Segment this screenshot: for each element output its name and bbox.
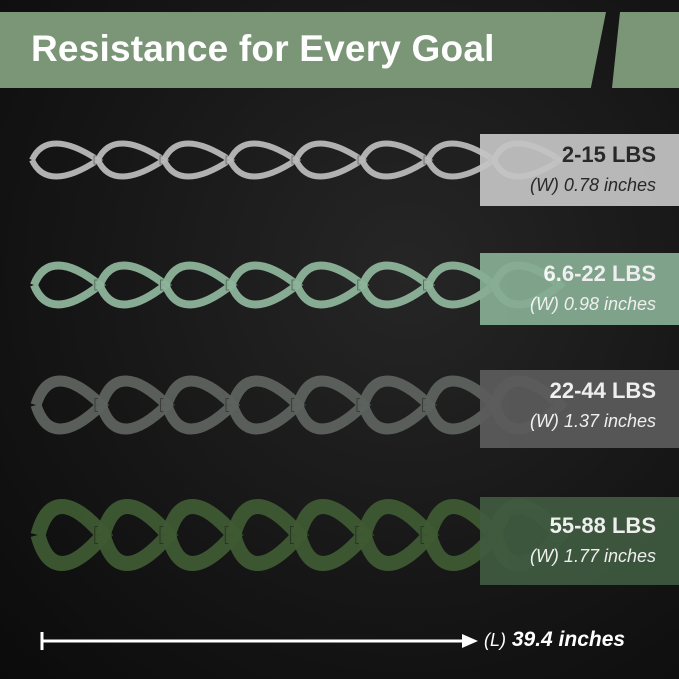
band-loop <box>359 140 434 180</box>
band-label-1: 2-15 LBS (W) 0.78 inches <box>480 134 679 206</box>
band-loop <box>29 140 104 180</box>
band-loop <box>30 499 114 571</box>
length-prefix: (L) <box>484 630 506 650</box>
resistance-weight: 2-15 LBS <box>561 142 656 167</box>
band-label-3: 22-44 LBS (W) 1.37 inches <box>480 370 679 448</box>
band-loop <box>293 140 368 180</box>
band-loop <box>96 261 172 309</box>
length-label: (L) 39.4 inches <box>484 628 625 652</box>
band-loop <box>95 140 170 180</box>
band-loop <box>359 261 435 309</box>
title-banner <box>0 12 606 88</box>
band-loop <box>358 375 437 435</box>
band-loop <box>227 375 306 435</box>
resistance-weight: 6.6-22 LBS <box>543 261 657 286</box>
length-arrow <box>40 632 478 650</box>
band-loop <box>161 140 236 180</box>
band-width: (W) 1.37 inches <box>529 411 656 431</box>
band-loop <box>30 261 107 309</box>
band-loop <box>227 140 302 180</box>
band-label-4: 55-88 LBS (W) 1.77 inches <box>480 497 679 585</box>
band-width: (W) 0.78 inches <box>529 175 656 195</box>
band-width: (W) 0.98 inches <box>529 294 656 314</box>
band-loop <box>227 261 304 309</box>
title-banner-accent <box>612 12 679 88</box>
length-value: 39.4 inches <box>511 628 626 651</box>
page-title: Resistance for Every Goal <box>31 28 495 69</box>
band-loop <box>161 261 238 309</box>
band-loop <box>293 261 370 309</box>
band-label-2: 6.6-22 LBS (W) 0.98 inches <box>480 253 679 325</box>
band-loop <box>30 375 110 435</box>
band-loop <box>161 375 241 435</box>
band-width: (W) 1.77 inches <box>529 546 656 566</box>
resistance-weight: 55-88 LBS <box>549 513 656 538</box>
band-loop <box>96 375 175 435</box>
resistance-weight: 22-44 LBS <box>549 378 656 403</box>
band-loop <box>292 375 372 435</box>
